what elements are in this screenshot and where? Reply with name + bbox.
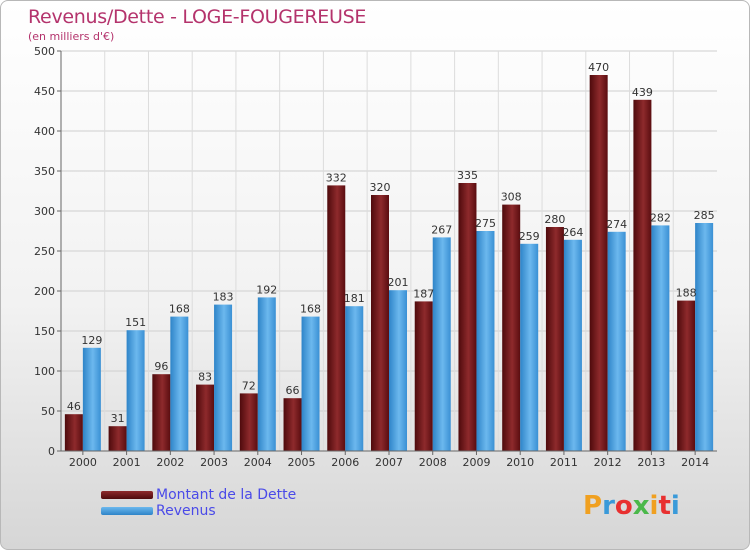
value-label-revenus: 267: [431, 223, 452, 236]
value-label-revenus: 259: [519, 230, 540, 243]
y-tick-label: 250: [34, 245, 55, 258]
value-label-revenus: 181: [344, 292, 365, 305]
x-tick-label: 2001: [113, 456, 141, 469]
value-label-revenus: 275: [475, 217, 496, 230]
bar-dette: [108, 426, 127, 451]
axes: 0 50 100 150 200 250 300 350 400 450 500 2000 2001 20…: [34, 45, 717, 469]
bar-dette: [545, 227, 564, 451]
chart-title: Revenus/Dette - LOGE-FOUGEREUSE: [28, 6, 367, 28]
bar-dette: [677, 300, 696, 451]
bar-dette: [502, 204, 521, 451]
value-label-revenus: 282: [650, 211, 671, 224]
legend-swatch-revenus: [101, 507, 153, 515]
value-label-dette: 72: [242, 379, 256, 392]
value-label-revenus: 151: [125, 316, 146, 329]
value-label-dette: 320: [370, 181, 391, 194]
bar-revenus: [651, 225, 670, 451]
bar-dette: [152, 374, 171, 451]
legend-swatch-dette: [101, 491, 153, 499]
value-label-dette: 46: [67, 400, 81, 413]
proxiti-logo: Proxiti: [583, 491, 680, 521]
x-tick-label: 2004: [244, 456, 272, 469]
bar-revenus: [170, 316, 189, 451]
value-label-dette: 332: [326, 171, 347, 184]
bar-revenus: [695, 223, 714, 451]
value-label-dette: 83: [198, 371, 212, 384]
bar-dette: [371, 195, 389, 451]
x-tick-label: 2007: [375, 456, 403, 469]
value-label-dette: 96: [154, 360, 168, 373]
bar-dette: [458, 183, 477, 451]
bar-revenus: [82, 347, 101, 451]
value-label-dette: 188: [676, 287, 697, 300]
value-label-revenus: 183: [213, 291, 234, 304]
bar-dette: [633, 99, 652, 452]
value-label-revenus: 168: [169, 303, 190, 316]
x-tick-label: 2006: [331, 456, 359, 469]
bar-revenus: [607, 231, 626, 451]
value-label-dette: 439: [632, 86, 653, 99]
legend-label-dette: Montant de la Dette: [156, 487, 297, 503]
x-tick-label: 2013: [637, 456, 665, 469]
y-tick-label: 200: [34, 285, 55, 298]
bar-dette: [196, 384, 215, 451]
bar-dette: [589, 75, 608, 451]
value-label-revenus: 285: [694, 209, 715, 222]
x-tick-label: 2008: [419, 456, 447, 469]
bar-revenus: [345, 306, 364, 451]
y-tick-label: 100: [34, 365, 55, 378]
value-label-dette: 308: [501, 191, 522, 204]
value-label-revenus: 201: [388, 276, 409, 289]
x-tick-label: 2005: [288, 456, 316, 469]
y-tick-label: 450: [34, 85, 55, 98]
value-label-dette: 187: [413, 287, 434, 300]
bar-revenus: [389, 290, 407, 451]
bar-revenus: [432, 237, 451, 451]
chart-subtitle: (en milliers d'€): [28, 30, 115, 43]
y-tick-label: 500: [34, 45, 55, 58]
value-label-dette: 280: [544, 213, 565, 226]
x-tick-label: 2002: [156, 456, 184, 469]
bar-revenus: [301, 316, 320, 451]
x-tick-label: 2011: [550, 456, 578, 469]
bar-dette: [283, 398, 302, 451]
x-tick-label: 2009: [462, 456, 490, 469]
bar-dette: [239, 393, 258, 451]
bars: [64, 75, 714, 452]
value-label-revenus: 264: [562, 226, 583, 239]
bar-dette: [64, 414, 83, 451]
y-tick-label: 0: [48, 445, 55, 458]
x-tick-label: 2003: [200, 456, 228, 469]
x-tick-label: 2000: [69, 456, 97, 469]
value-label-dette: 31: [111, 412, 125, 425]
bar-revenus: [563, 239, 582, 451]
x-tick-label: 2014: [681, 456, 709, 469]
bar-revenus: [476, 231, 495, 451]
x-tick-label: 2012: [594, 456, 622, 469]
y-tick-label: 350: [34, 165, 55, 178]
value-label-revenus: 129: [81, 334, 102, 347]
value-label-dette: 66: [286, 384, 300, 397]
bar-dette: [327, 185, 346, 451]
bar-revenus: [214, 304, 233, 451]
value-label-dette: 335: [457, 169, 478, 182]
legend-label-revenus: Revenus: [156, 503, 216, 519]
y-tick-label: 50: [41, 405, 55, 418]
bar-revenus: [126, 330, 145, 451]
bar-dette: [414, 301, 433, 451]
y-tick-label: 300: [34, 205, 55, 218]
value-label-revenus: 192: [256, 283, 277, 296]
bar-revenus: [520, 243, 539, 451]
value-label-dette: 470: [588, 61, 609, 74]
x-tick-label: 2010: [506, 456, 534, 469]
bar-revenus: [257, 297, 276, 451]
value-label-revenus: 168: [300, 303, 321, 316]
value-labels: 46 129 31 151 96 168 83 183 72 192 66 168 332 181 320 2…: [67, 61, 715, 425]
y-tick-label: 400: [34, 125, 55, 138]
value-label-revenus: 274: [606, 218, 627, 231]
y-tick-label: 150: [34, 325, 55, 338]
